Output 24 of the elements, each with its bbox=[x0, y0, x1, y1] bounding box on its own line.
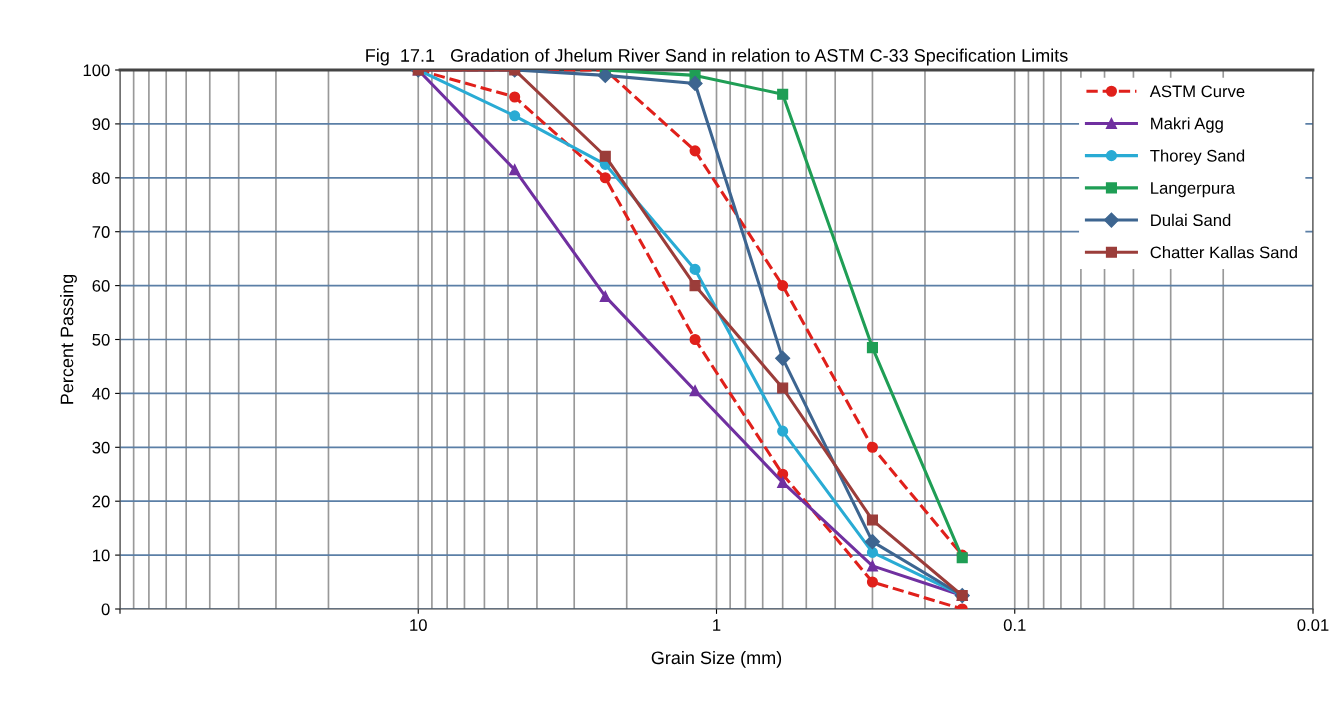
legend-label: Makri Agg bbox=[1151, 117, 1223, 133]
x-tick-label: 0.01 bbox=[1297, 619, 1329, 631]
y-tick-label: 40 bbox=[92, 387, 110, 400]
x-tick-label: 10 bbox=[410, 619, 427, 631]
y-tick-label: 20 bbox=[92, 495, 110, 508]
y-tick-label: 50 bbox=[92, 333, 110, 346]
legend-label: Chatter Kallas Sand bbox=[1150, 246, 1297, 259]
y-tick-label: 90 bbox=[92, 118, 110, 131]
y-tick-label: 70 bbox=[92, 226, 110, 238]
y-tick-label: 30 bbox=[92, 441, 110, 454]
y-tick-label: 0 bbox=[101, 603, 110, 616]
chart-title: Fig 17.1 Gradation of Jhelum River Sand in relation to ASTM C-33 Specification Limits bbox=[366, 48, 1068, 66]
y-tick-label: 60 bbox=[92, 280, 110, 292]
legend-label: Thorey Sand bbox=[1150, 149, 1245, 165]
x-axis-title: Grain Size (mm) bbox=[651, 650, 782, 668]
y-tick-label: 100 bbox=[83, 64, 110, 77]
legend-label: ASTM Curve bbox=[1149, 85, 1245, 98]
legend-label: Langerpura bbox=[1151, 182, 1236, 198]
y-axis-title: Percent Passing bbox=[60, 274, 77, 404]
y-tick-label: 10 bbox=[93, 549, 110, 562]
x-tick-label: 0.1 bbox=[1003, 619, 1026, 631]
legend-label: Dulai Sand bbox=[1151, 213, 1231, 227]
x-tick-label: 1 bbox=[713, 619, 721, 631]
y-tick-label: 80 bbox=[92, 172, 110, 184]
